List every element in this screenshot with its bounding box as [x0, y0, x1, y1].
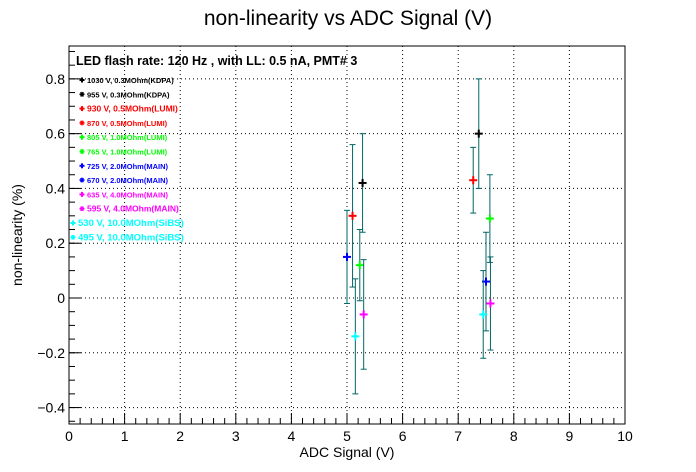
marker-arm	[80, 148, 84, 155]
legend-label: 495 V, 10.0MOhm(SiBS)	[78, 232, 184, 243]
x-tick-label: 3	[232, 428, 240, 444]
x-tick-label: 9	[566, 428, 574, 444]
legend-label: 530 V, 10.0MOhm(SiBS)	[78, 218, 184, 229]
y-tick-label: −0.4	[37, 400, 65, 416]
y-tick-label: −0.2	[37, 345, 65, 361]
legend-item: 595 V, 4.0MOhm(MAIN)	[79, 204, 179, 214]
legend-item: 955 V, 0.3MOhm(KDPA)	[79, 90, 170, 99]
series	[358, 78, 483, 233]
data-point	[469, 146, 478, 214]
legend-item: 1030 V, 0.3MOhm(KDPA)	[79, 76, 174, 85]
data-point	[479, 270, 488, 359]
legend-item: 670 V, 2.0MOhm(MAIN)	[79, 176, 168, 185]
marker-arm	[80, 91, 84, 97]
legend-label: 595 V, 4.0MOhm(MAIN)	[87, 204, 179, 214]
legend-item: 530 V, 10.0MOhm(SiBS)	[70, 218, 184, 229]
y-tick-label: 0	[57, 290, 65, 306]
marker-arm	[80, 177, 84, 183]
legend-item: 635 V, 4.0MOhm(MAIN)	[79, 190, 168, 199]
series	[351, 270, 488, 395]
y-tick-label: 0.2	[46, 235, 66, 251]
legend-item: 725 V, 2.0MOhm(MAIN)	[79, 162, 168, 171]
grid	[69, 46, 625, 424]
chart-title: non-linearity vs ADC Signal (V)	[204, 7, 492, 30]
x-axis-title: ADC Signal (V)	[300, 444, 395, 460]
x-tick-label: 4	[288, 428, 296, 444]
legend-label: 930 V, 0.5MOhm(LUMI)	[87, 104, 178, 114]
x-tick-label: 7	[454, 428, 462, 444]
data-point	[355, 229, 364, 302]
data-point	[486, 256, 495, 351]
chart-annotation: LED flash rate: 120 Hz , with LL: 0.5 nA…	[76, 54, 357, 68]
data-point	[348, 144, 357, 288]
marker-arm	[80, 206, 84, 212]
legend-item: 870 V, 0.5MOhm(LUMI)	[79, 119, 168, 128]
series	[348, 144, 478, 288]
legend-label: 670 V, 2.0MOhm(MAIN)	[87, 176, 168, 185]
y-tick-label: 0.4	[46, 180, 66, 196]
x-axis: 0 1 2 3 4 5 6 7 8 9 10	[65, 413, 633, 444]
legend-label: 805 V, 1.0MOhm(LUMI)	[87, 133, 168, 142]
legend-label: 635 V, 4.0MOhm(MAIN)	[87, 190, 168, 199]
x-tick-label: 10	[617, 428, 633, 444]
data-point	[474, 78, 483, 189]
marker-arm	[80, 120, 84, 126]
x-tick-label: 0	[65, 428, 73, 444]
legend-label: 1030 V, 0.3MOhm(KDPA)	[87, 76, 174, 85]
data-point	[351, 278, 360, 395]
legend-label: 765 V, 1.0MOhm(LUMI)	[87, 148, 168, 157]
series	[355, 174, 494, 302]
legend-item: 495 V, 10.0MOhm(SiBS)	[70, 232, 184, 243]
legend-item: 765 V, 1.0MOhm(LUMI)	[79, 148, 168, 157]
x-tick-label: 1	[121, 428, 129, 444]
data-point	[485, 174, 494, 263]
legend-label: 725 V, 2.0MOhm(MAIN)	[87, 162, 168, 171]
marker-arm	[71, 234, 75, 240]
series	[359, 256, 495, 370]
legend-item: 805 V, 1.0MOhm(LUMI)	[79, 133, 168, 142]
x-tick-label: 8	[510, 428, 518, 444]
data-point	[358, 133, 367, 233]
data-point	[359, 259, 368, 370]
legend-label: 955 V, 0.3MOhm(KDPA)	[87, 90, 170, 99]
y-axis: −0.4 −0.2 0 0.2 0.4 0.6 0.8	[37, 50, 81, 422]
data-series	[343, 78, 495, 395]
data-point	[343, 209, 351, 304]
y-tick-label: 0.8	[46, 71, 66, 87]
series	[343, 209, 490, 332]
x-tick-label: 5	[343, 428, 351, 444]
y-axis-title: non-linearity (%)	[9, 184, 25, 286]
legend: 1030 V, 0.3MOhm(KDPA) 955 V, 0.3MOhm(KDPA…	[70, 76, 184, 243]
legend-item: 930 V, 0.5MOhm(LUMI)	[79, 104, 178, 114]
y-tick-label: 0.6	[46, 126, 66, 142]
x-tick-label: 6	[399, 428, 407, 444]
x-tick-label: 2	[176, 428, 184, 444]
legend-label: 870 V, 0.5MOhm(LUMI)	[87, 119, 168, 128]
